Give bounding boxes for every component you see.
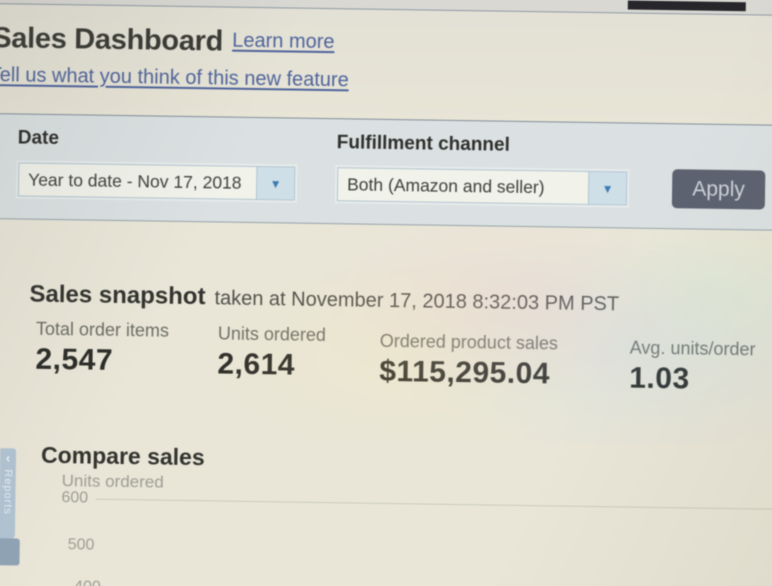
page-header — [0, 3, 772, 126]
apply-button[interactable]: Apply — [671, 169, 766, 210]
fulfillment-filter-select[interactable]: Both (Amazon and seller) ▾ — [336, 167, 628, 206]
stat-total-order-items: Total order items 2,547 — [35, 319, 169, 379]
stat-value: $115,295.04 — [379, 354, 551, 391]
date-filter-value: Year to date - Nov 17, 2018 — [28, 169, 242, 193]
fulfillment-filter-value: Both (Amazon and seller) — [346, 173, 545, 197]
page-title: Sales Dashboard — [0, 22, 224, 58]
date-filter-select[interactable]: Year to date - Nov 17, 2018 ▾ — [17, 162, 296, 201]
stat-label: Total order items — [35, 318, 170, 341]
stat-value: 2,547 — [35, 342, 114, 377]
chart-gridline — [95, 498, 772, 510]
screen-edge-dark-artifact — [627, 0, 746, 12]
filter-panel: Date Year to date - Nov 17, 2018 ▾ Fulfi… — [0, 112, 772, 232]
stat-ordered-product-sales: Ordered product sales $115,295.04 — [379, 331, 558, 392]
chart-y-tick-label: 500 — [67, 536, 95, 554]
stat-value: 2,614 — [217, 347, 296, 382]
dropdown-arrow-icon[interactable]: ▾ — [255, 167, 295, 200]
fulfillment-filter-label: Fulfillment channel — [336, 132, 511, 156]
snapshot-timestamp: taken at November 17, 2018 8:32:03 PM PS… — [214, 287, 620, 316]
sidebar-tab-shadow — [0, 538, 20, 566]
stat-units-ordered: Units ordered 2,614 — [217, 323, 326, 383]
stat-label: Units ordered — [217, 323, 327, 346]
sidebar-tab-label: Reports — [1, 469, 14, 515]
chart-y-tick-label: 600 — [61, 489, 89, 507]
sales-snapshot-title: Sales snapshot — [29, 280, 206, 311]
stat-label: Avg. units/order — [629, 337, 756, 360]
chart-y-tick-label: 400 — [74, 578, 101, 586]
sales-snapshot-heading: Sales snapshot taken at November 17, 2018… — [29, 281, 619, 318]
learn-more-link[interactable]: Learn more — [232, 29, 335, 54]
sidebar-tab-reports[interactable]: ‹ Reports — [0, 448, 17, 539]
dropdown-arrow-icon[interactable]: ▾ — [587, 171, 627, 205]
stat-label: Ordered product sales — [379, 330, 559, 354]
chevron-left-icon[interactable]: ‹ — [5, 450, 11, 466]
stat-avg-units-per-order: Avg. units/order 1.03 — [629, 338, 756, 398]
date-filter-label: Date — [17, 127, 60, 150]
stat-value: 1.03 — [629, 361, 690, 396]
compare-sales-heading: Compare sales — [40, 441, 205, 471]
